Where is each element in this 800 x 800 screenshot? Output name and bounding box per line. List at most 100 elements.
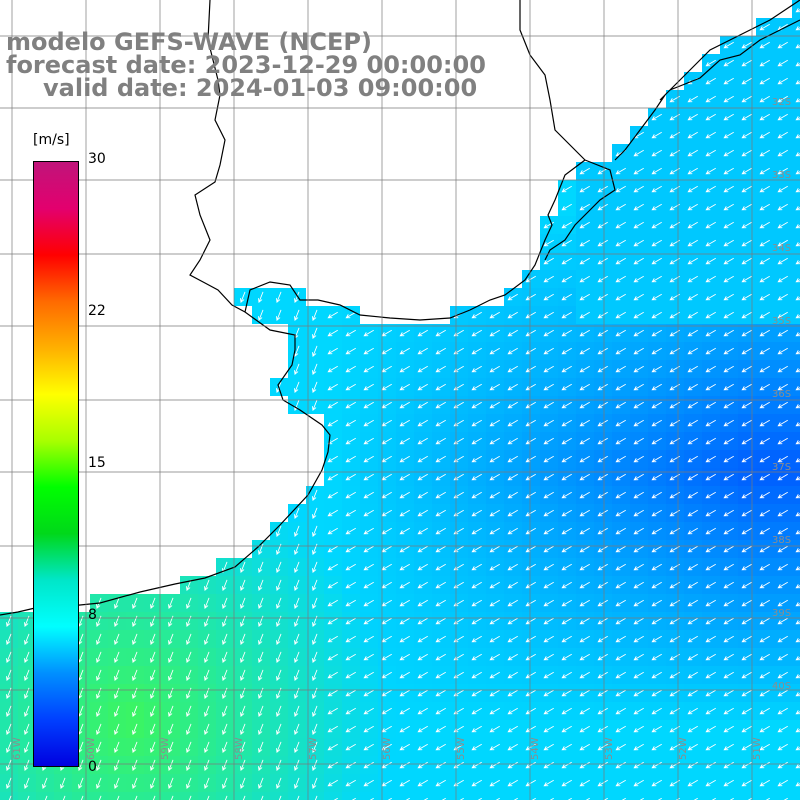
wind-arrow xyxy=(687,149,698,157)
wind-arrow xyxy=(132,615,138,627)
wind-arrow xyxy=(579,455,590,463)
wind-arrow xyxy=(327,725,338,733)
wind-arrow xyxy=(363,383,374,391)
wind-arrow xyxy=(345,329,356,337)
wind-arrow xyxy=(615,671,626,679)
wind-arrow xyxy=(204,669,210,681)
wind-arrow xyxy=(777,743,788,751)
wind-arrow xyxy=(723,293,734,301)
wind-arrow xyxy=(597,761,608,769)
wind-arrow xyxy=(615,527,626,535)
wind-cell xyxy=(540,792,558,800)
wind-arrow xyxy=(471,581,482,589)
wind-arrow xyxy=(741,203,752,211)
wind-arrow xyxy=(795,620,800,625)
wind-arrow xyxy=(597,365,608,373)
wind-arrow xyxy=(6,705,12,717)
wind-arrow xyxy=(597,599,608,607)
wind-cell xyxy=(756,792,774,800)
wind-cell xyxy=(792,450,800,468)
wind-arrow xyxy=(651,329,662,337)
wind-arrow xyxy=(561,401,572,409)
lon-label: 54W xyxy=(530,737,541,760)
wind-arrow xyxy=(723,689,734,697)
wind-arrow xyxy=(312,399,318,411)
wind-arrow xyxy=(777,347,788,355)
wind-arrow xyxy=(96,687,102,699)
wind-arrow xyxy=(417,563,428,571)
wind-arrow xyxy=(435,473,446,481)
wind-arrow xyxy=(741,383,752,391)
wind-arrow xyxy=(567,797,572,800)
wind-arrow xyxy=(312,309,318,321)
wind-arrow xyxy=(345,473,356,481)
wind-arrow xyxy=(561,599,572,607)
wind-arrow xyxy=(705,221,716,229)
wind-arrow xyxy=(345,563,356,571)
wind-arrow xyxy=(327,743,338,751)
wind-arrow xyxy=(705,563,716,571)
wind-cell xyxy=(594,792,612,800)
wind-arrow xyxy=(777,599,788,607)
wind-arrow xyxy=(705,419,716,427)
wind-arrow xyxy=(633,509,644,517)
wind-arrow xyxy=(687,185,698,193)
wind-arrow xyxy=(327,671,338,679)
wind-arrow xyxy=(276,705,282,717)
wind-arrow xyxy=(24,651,30,663)
wind-arrow xyxy=(705,437,716,445)
wind-arrow xyxy=(543,401,554,409)
wind-arrow xyxy=(417,689,428,697)
wind-arrow xyxy=(651,203,662,211)
wind-arrow xyxy=(759,545,770,553)
wind-arrow xyxy=(399,635,410,643)
wind-arrow xyxy=(489,617,500,625)
wind-arrow xyxy=(489,491,500,499)
wind-arrow xyxy=(687,779,698,787)
wind-arrow xyxy=(471,743,482,751)
wind-arrow xyxy=(615,509,626,517)
wind-arrow xyxy=(651,707,662,715)
wind-arrow xyxy=(795,386,800,391)
wind-arrow xyxy=(705,95,716,103)
wind-arrow xyxy=(168,777,174,789)
wind-cell xyxy=(792,198,800,216)
wind-arrow xyxy=(435,437,446,445)
wind-arrow xyxy=(741,581,752,589)
wind-arrow xyxy=(777,239,788,247)
wind-arrow xyxy=(651,581,662,589)
wind-arrow xyxy=(615,563,626,571)
wind-arrow xyxy=(615,581,626,589)
wind-arrow xyxy=(114,759,120,771)
wind-cell xyxy=(792,108,800,126)
wind-arrow xyxy=(741,491,752,499)
wind-arrow xyxy=(795,602,800,607)
wind-arrow xyxy=(312,363,318,375)
wind-arrow xyxy=(543,347,554,355)
wind-arrow xyxy=(204,723,210,735)
wind-arrow xyxy=(363,599,374,607)
wind-arrow xyxy=(435,419,446,427)
wind-arrow xyxy=(651,221,662,229)
wind-arrow xyxy=(795,26,800,31)
wind-arrow xyxy=(24,741,30,753)
wind-arrow xyxy=(525,311,536,319)
wind-arrow xyxy=(543,545,554,553)
wind-arrow xyxy=(615,419,626,427)
wind-arrow xyxy=(759,509,770,517)
wind-arrow xyxy=(222,777,228,789)
wind-arrow xyxy=(489,545,500,553)
wind-arrow xyxy=(399,725,410,733)
wind-arrow xyxy=(723,743,734,751)
wind-arrow xyxy=(615,635,626,643)
wind-arrow xyxy=(795,98,800,103)
wind-arrow xyxy=(705,653,716,661)
wind-arrow xyxy=(96,723,102,735)
wind-arrow xyxy=(561,437,572,445)
wind-cell xyxy=(18,792,36,800)
wind-arrow xyxy=(6,741,12,753)
wind-arrow xyxy=(795,512,800,517)
wind-arrow xyxy=(168,741,174,753)
wind-cell xyxy=(54,792,72,800)
wind-cell xyxy=(792,180,800,198)
